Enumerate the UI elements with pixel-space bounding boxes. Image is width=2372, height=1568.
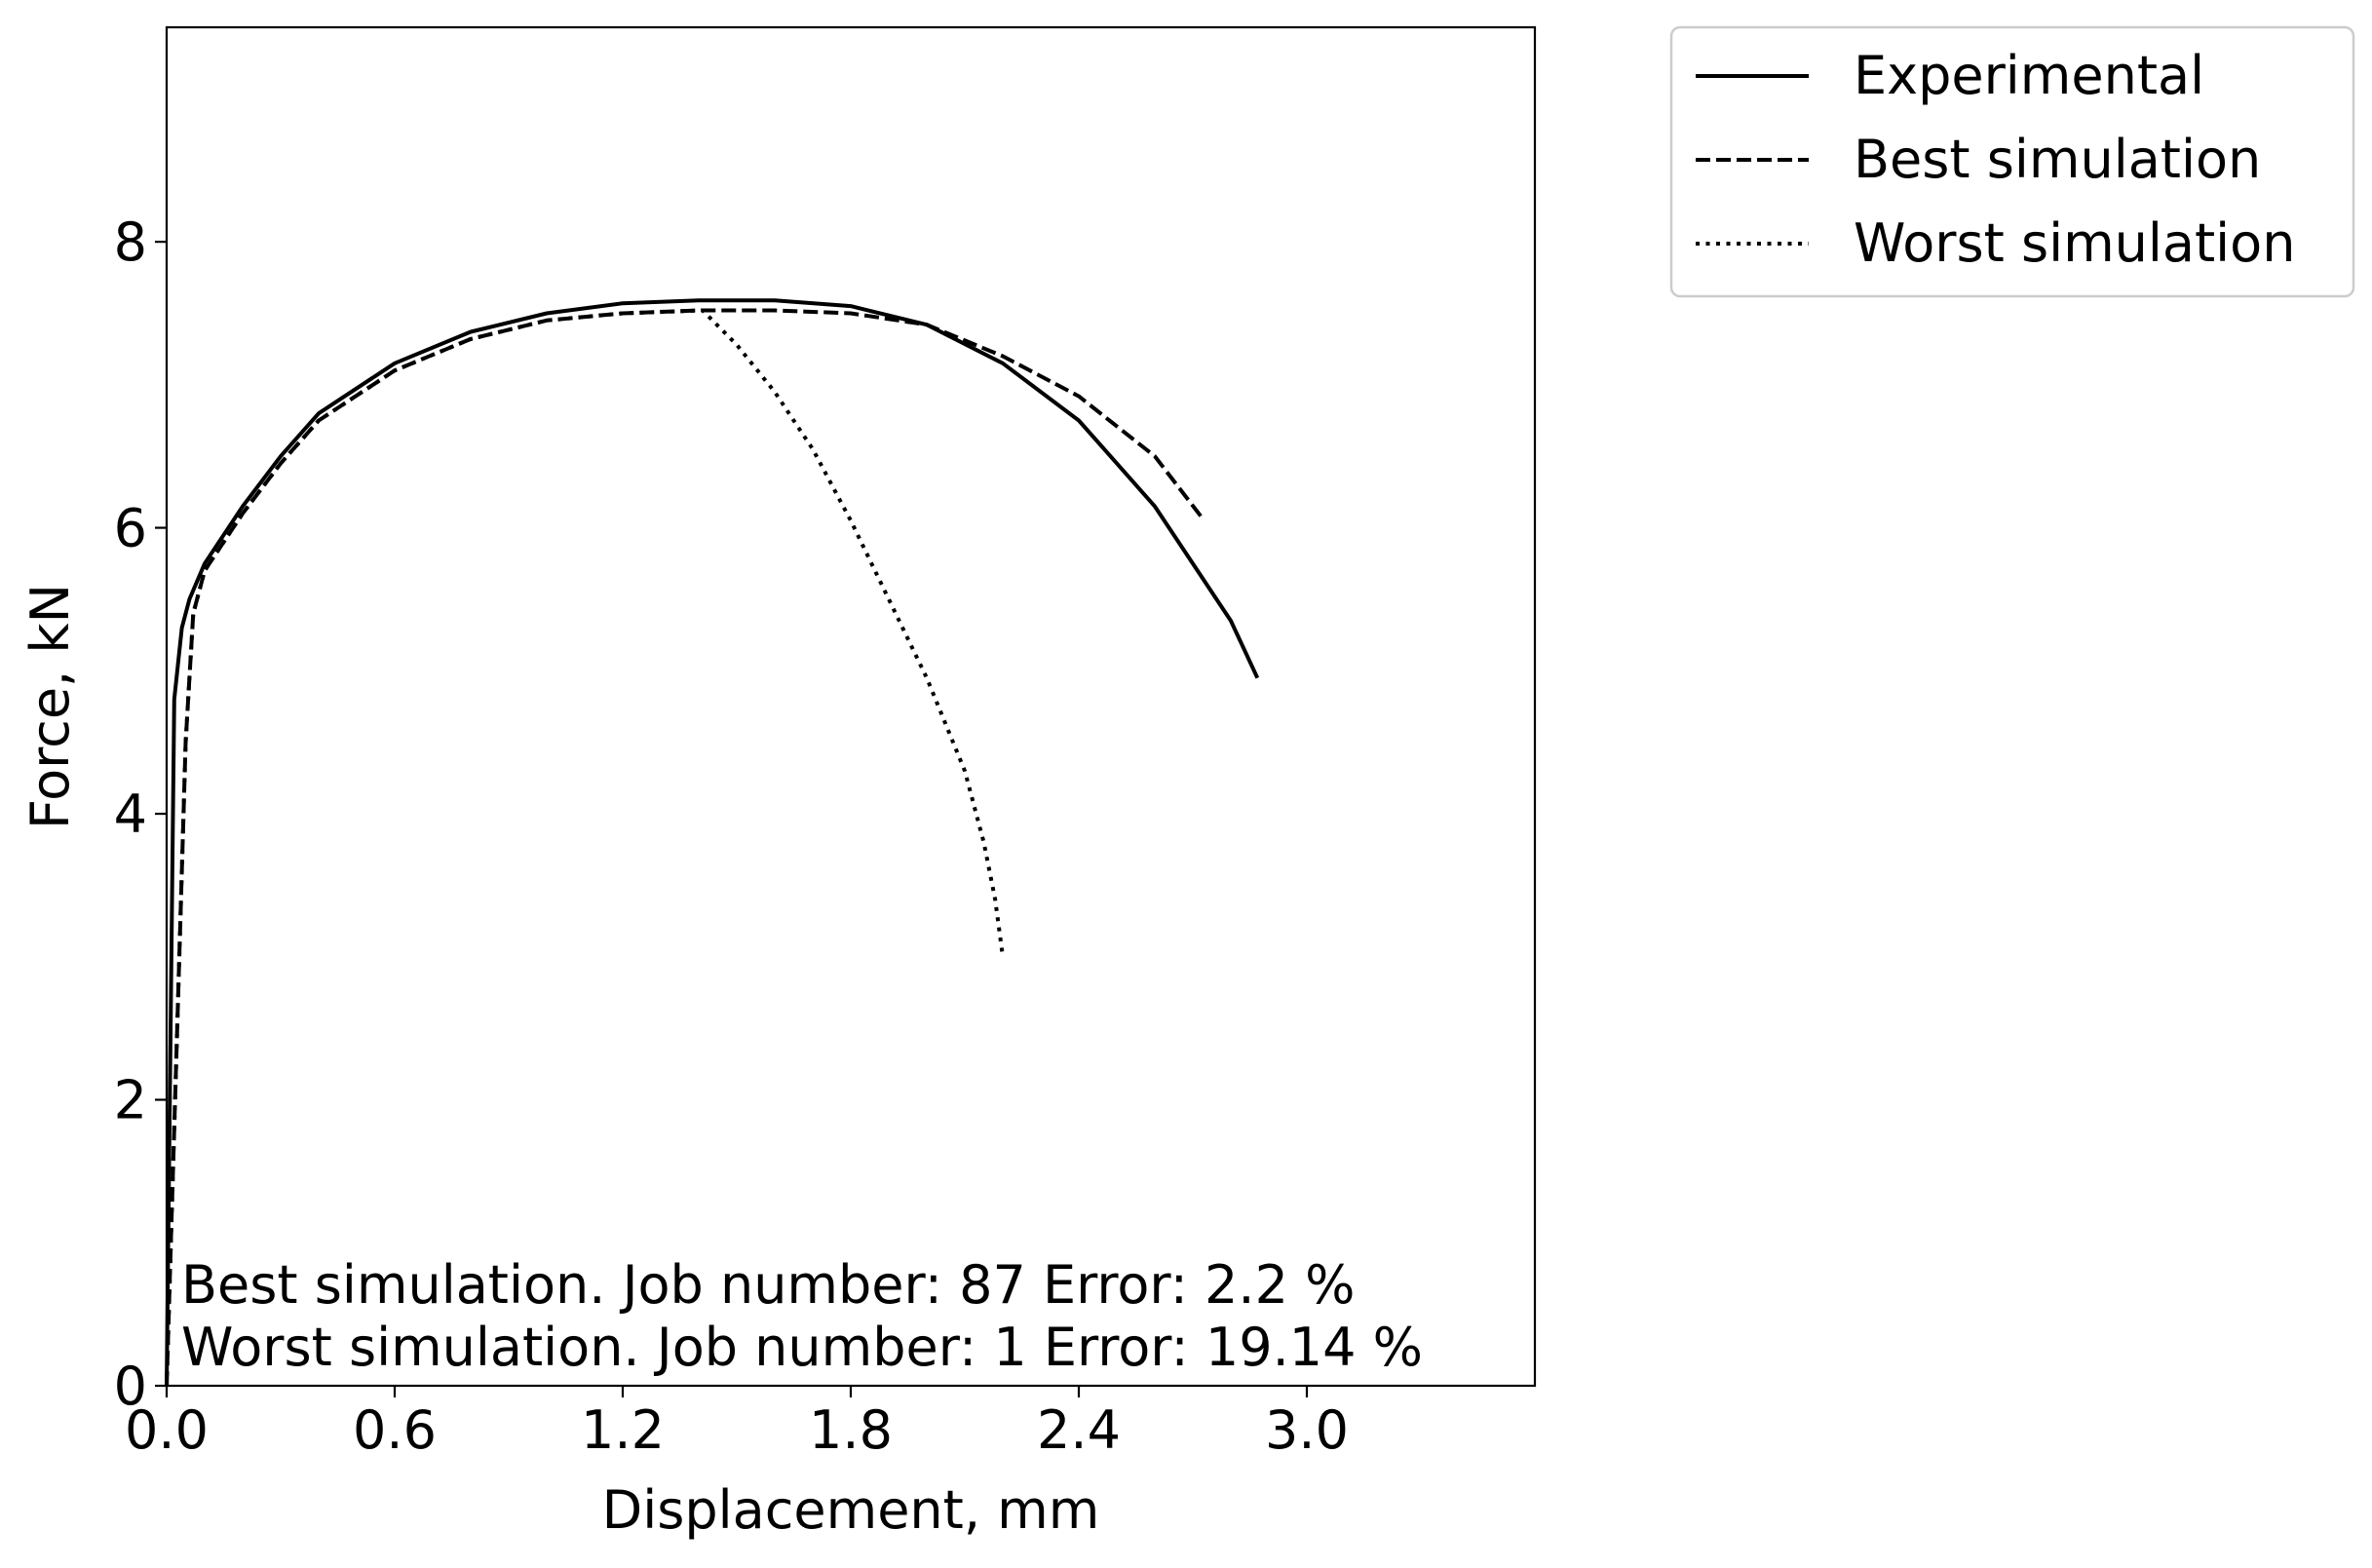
x-tick-label: 2.4 <box>1037 1399 1121 1461</box>
y-axis-label: Force, kN <box>19 584 81 829</box>
legend-label-worst-simulation: Worst simulation <box>1854 212 2295 274</box>
y-tick-label: 4 <box>114 784 147 845</box>
annotation-best-simulation: Best simulation. Job number: 87 Error: 2… <box>181 1254 1355 1316</box>
y-tick-label: 6 <box>114 498 147 559</box>
x-axis-label: Displacement, mm <box>602 1479 1100 1541</box>
y-tick-label: 8 <box>114 211 147 273</box>
y-tick-label: 0 <box>114 1356 147 1417</box>
x-tick-label: 3.0 <box>1265 1399 1349 1461</box>
x-tick-label: 1.2 <box>581 1399 665 1461</box>
legend: Experimental Best simulation Worst simul… <box>1669 25 2355 298</box>
series-line-worst-simulation <box>165 308 1005 1387</box>
legend-label-best-simulation: Best simulation <box>1854 129 2261 190</box>
x-tick-label: 0.6 <box>353 1399 437 1461</box>
series-line-best-simulation <box>165 308 1206 1387</box>
y-tick-label: 2 <box>114 1070 147 1131</box>
x-tick-label: 1.8 <box>809 1399 893 1461</box>
legend-label-experimental: Experimental <box>1854 45 2204 106</box>
x-tick-label: 0.0 <box>125 1399 209 1461</box>
annotation-worst-simulation: Worst simulation. Job number: 1 Error: 1… <box>181 1317 1423 1378</box>
legend-box <box>1669 25 2355 298</box>
series-line-experimental <box>165 298 1260 1387</box>
